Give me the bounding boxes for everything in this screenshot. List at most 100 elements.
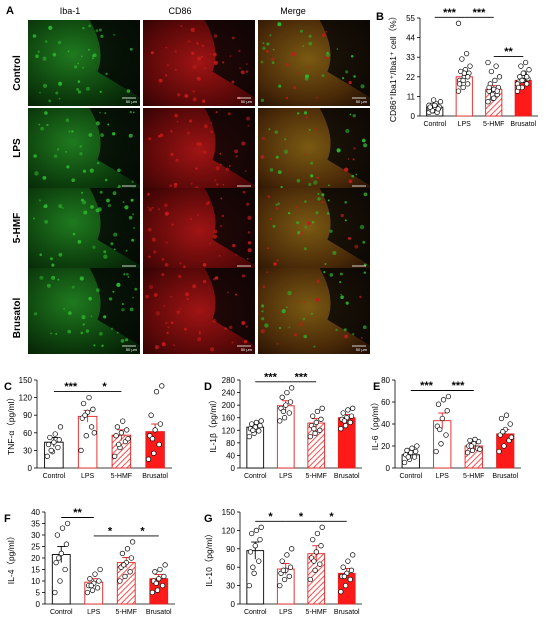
micrograph-cell-dot [126, 272, 129, 276]
micrograph-cell-dot [92, 57, 94, 60]
micrograph-cell-dot [352, 333, 355, 336]
data-point [338, 426, 344, 432]
micrograph-cell-dot [104, 112, 107, 115]
micrograph-cell-dot [82, 169, 87, 173]
micrograph-cell-dot [295, 205, 298, 208]
micrograph-cell-dot [321, 193, 325, 197]
micrograph-cell-dot [82, 26, 85, 30]
micrograph-cell-dot [97, 162, 100, 165]
significance-label: * [140, 525, 145, 537]
x-tick-label: Brusatol [492, 473, 518, 480]
micrograph-cell-dot [68, 311, 72, 315]
micrograph-cell-dot [81, 191, 84, 194]
micrograph-cell-dot [165, 241, 168, 244]
micrograph-cell-dot [354, 244, 359, 249]
micrograph-cell-dot [71, 178, 75, 182]
y-tick-label: 40 [31, 508, 40, 517]
y-tick-label: 0 [231, 600, 236, 609]
micrograph-dark-region [204, 20, 255, 98]
data-point [87, 576, 93, 582]
data-point [289, 546, 295, 552]
data-point [319, 524, 325, 530]
micrograph-cell-dot [216, 183, 219, 186]
y-axis-label: IL-1β（pg/ml） [208, 395, 218, 452]
micrograph-cell-dot [161, 342, 166, 347]
y-tick-label: 30 [23, 446, 32, 455]
y-tick-label: 30 [226, 582, 235, 591]
micrograph-cell-dot [362, 240, 366, 244]
chart-f: F 0 5 10 15 20 25 30 35 40 IL-4（pg/ml） Control LPS 5-… [4, 507, 175, 616]
data-point [159, 582, 166, 589]
micrograph-cell-dot [322, 33, 326, 37]
x-tick-label: 5-HMF [463, 473, 484, 480]
micrograph-cell-dot [293, 333, 297, 337]
data-point [56, 437, 62, 443]
x-tick-label: 5-HMF [483, 121, 504, 128]
micrograph-cell-dot [32, 34, 37, 38]
micrograph-cell-dot [82, 323, 85, 326]
data-point [88, 582, 94, 589]
micrograph-cell-dot [299, 231, 303, 235]
micrograph-cell-dot [240, 70, 245, 75]
data-point [153, 580, 159, 586]
micrograph-cell-dot [58, 252, 63, 257]
y-tick-label: 20 [381, 442, 390, 451]
micrograph-cell-dot [58, 204, 63, 209]
data-point [114, 424, 121, 430]
micrograph-cell-dot [266, 271, 269, 274]
data-point [92, 571, 98, 577]
micrograph-cell-dot [247, 124, 250, 127]
micrograph-cell-dot [340, 272, 343, 276]
micrograph-cell-dot [310, 161, 314, 165]
micrograph-cell-dot [163, 304, 166, 307]
micrograph-cell-dot [48, 26, 51, 28]
data-point [468, 443, 474, 449]
micrograph-cell-dot [299, 322, 304, 327]
micrograph-cell-dot [335, 328, 338, 332]
micrograph-cell-dot [175, 158, 179, 162]
micrograph-cell-dot [245, 70, 249, 73]
micrograph-cell-dot [363, 192, 368, 197]
data-point [338, 589, 344, 595]
x-tick-label: Control [399, 473, 422, 480]
data-point [345, 407, 351, 413]
significance-label: ** [73, 507, 82, 519]
micrograph-cell-dot [196, 142, 200, 146]
micrograph-cell-dot [89, 168, 94, 173]
x-tick-label: Control [50, 609, 73, 616]
data-point [112, 453, 118, 459]
x-tick-label: Control [43, 473, 66, 480]
data-point [435, 401, 442, 407]
micrograph-cell-dot [33, 217, 35, 220]
micrograph-cell-dot [44, 220, 48, 224]
data-point [48, 447, 54, 454]
micrograph-cell-dot [285, 96, 289, 100]
row-label-lps: LPS [12, 138, 23, 158]
data-point [257, 422, 263, 429]
data-point [89, 587, 96, 593]
micrograph-cell-dot [243, 340, 248, 344]
data-point [413, 448, 419, 455]
data-point [280, 567, 287, 573]
y-tick-label: 40 [381, 420, 390, 429]
micrograph-cell-dot [247, 215, 252, 220]
micrograph-cell-dot [87, 48, 90, 51]
micrograph-cell-dot [359, 295, 362, 299]
micrograph-cell-dot [173, 344, 176, 347]
data-point [53, 559, 59, 566]
col-label-iba1: Iba-1 [60, 6, 81, 16]
micrograph-cell-dot [33, 312, 38, 316]
micrograph-cell-dot [329, 229, 333, 233]
micrograph-cell-dot [220, 224, 223, 228]
micrograph-cell-dot [297, 112, 300, 115]
micrograph-cell-dot [147, 192, 150, 196]
micrograph-cell-dot [202, 99, 206, 103]
y-tick-label: 55 [406, 14, 415, 23]
data-point [455, 20, 462, 26]
scale-bar-label: 50 μm [241, 99, 253, 104]
data-point [492, 77, 498, 84]
data-point [313, 549, 319, 555]
micrograph-cell-dot [246, 116, 251, 121]
micrograph-cell-dot [134, 287, 138, 291]
panel-label-b: B [376, 11, 384, 23]
